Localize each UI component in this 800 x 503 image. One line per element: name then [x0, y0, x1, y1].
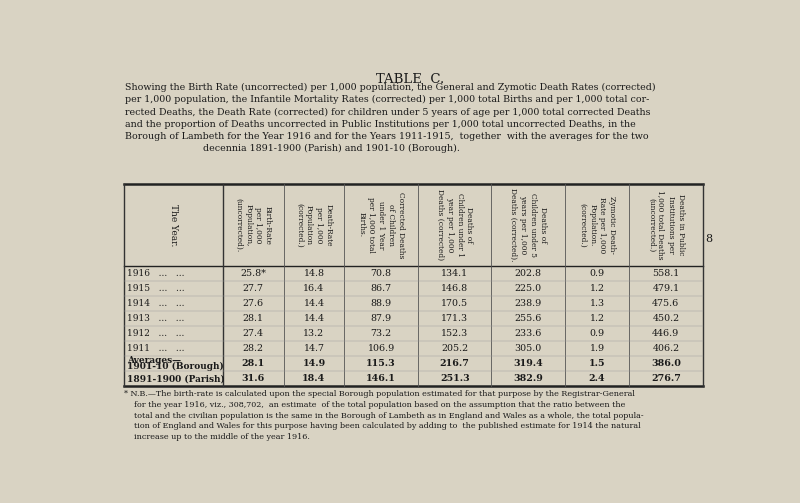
Text: 1912   ...   ...: 1912 ... ... — [127, 329, 185, 338]
Text: 1.3: 1.3 — [590, 299, 605, 308]
Text: 202.8: 202.8 — [514, 269, 542, 278]
Text: 319.4: 319.4 — [514, 359, 543, 368]
Text: 87.9: 87.9 — [370, 314, 392, 323]
Text: 14.7: 14.7 — [303, 344, 325, 353]
Text: 14.8: 14.8 — [303, 269, 325, 278]
Text: 233.6: 233.6 — [514, 329, 542, 338]
Text: 475.6: 475.6 — [652, 299, 679, 308]
Text: Birth-Rate
per 1,000
Population,
(uncorrected).: Birth-Rate per 1,000 Population, (uncorr… — [234, 198, 272, 252]
Text: 146.1: 146.1 — [366, 374, 396, 383]
Text: 238.9: 238.9 — [514, 299, 542, 308]
Text: 276.7: 276.7 — [651, 374, 681, 383]
Text: 255.6: 255.6 — [514, 314, 542, 323]
Text: 8: 8 — [706, 233, 713, 243]
Text: 1915   ...   ...: 1915 ... ... — [127, 284, 185, 293]
Text: Deaths of
Children under 1
year per 1,000
Deaths (corrected): Deaths of Children under 1 year per 1,00… — [436, 190, 474, 261]
Text: 251.3: 251.3 — [440, 374, 470, 383]
Text: 86.7: 86.7 — [370, 284, 392, 293]
Text: 171.3: 171.3 — [441, 314, 468, 323]
Text: Corrected Deaths
of Children
under 1 Year
per 1,000 total
Births.: Corrected Deaths of Children under 1 Yea… — [358, 192, 405, 258]
Text: 558.1: 558.1 — [652, 269, 679, 278]
Text: 28.1: 28.1 — [242, 314, 264, 323]
Text: 1.5: 1.5 — [589, 359, 606, 368]
Text: 16.4: 16.4 — [303, 284, 325, 293]
Text: 1914   ...   ...: 1914 ... ... — [127, 299, 185, 308]
Text: * N.B.—The birth-rate is calculated upon the special Borough population estimate: * N.B.—The birth-rate is calculated upon… — [123, 390, 643, 441]
Text: 1916   ...   ...: 1916 ... ... — [127, 269, 185, 278]
Text: Death-Rate
per 1,000
Population
(corrected.): Death-Rate per 1,000 Population (correct… — [295, 203, 333, 247]
Text: Deaths of
Children under 5
years per 1,000
Deaths (corrected).: Deaths of Children under 5 years per 1,0… — [510, 188, 547, 262]
Text: 146.8: 146.8 — [441, 284, 468, 293]
Text: 1.9: 1.9 — [590, 344, 605, 353]
Text: 14.4: 14.4 — [303, 299, 325, 308]
Text: 14.4: 14.4 — [303, 314, 325, 323]
Text: 14.9: 14.9 — [302, 359, 326, 368]
Text: 28.2: 28.2 — [242, 344, 264, 353]
Text: Showing the Birth Rate (uncorrected) per 1,000 population, the General and Zymot: Showing the Birth Rate (uncorrected) per… — [125, 83, 655, 153]
Text: 446.9: 446.9 — [652, 329, 679, 338]
Text: 13.2: 13.2 — [303, 329, 325, 338]
Text: 134.1: 134.1 — [441, 269, 468, 278]
Text: 1891-1900 (Parish): 1891-1900 (Parish) — [127, 374, 225, 383]
Text: 1901-10 (Borough): 1901-10 (Borough) — [127, 362, 224, 371]
Text: 31.6: 31.6 — [242, 374, 265, 383]
Text: 225.0: 225.0 — [514, 284, 542, 293]
Text: 386.0: 386.0 — [651, 359, 681, 368]
Text: 27.4: 27.4 — [242, 329, 264, 338]
Text: 170.5: 170.5 — [441, 299, 468, 308]
Text: 25.8*: 25.8* — [240, 269, 266, 278]
Text: 382.9: 382.9 — [514, 374, 543, 383]
Text: 115.3: 115.3 — [366, 359, 396, 368]
Text: 18.4: 18.4 — [302, 374, 326, 383]
Text: 27.6: 27.6 — [242, 299, 264, 308]
Text: 1.2: 1.2 — [590, 284, 605, 293]
Text: 1913   ...   ...: 1913 ... ... — [127, 314, 185, 323]
Text: 88.9: 88.9 — [370, 299, 392, 308]
Text: 205.2: 205.2 — [441, 344, 468, 353]
Text: 479.1: 479.1 — [652, 284, 679, 293]
Text: 305.0: 305.0 — [514, 344, 542, 353]
Text: 406.2: 406.2 — [652, 344, 679, 353]
Text: TABLE  C.: TABLE C. — [376, 73, 444, 86]
Text: 0.9: 0.9 — [590, 329, 605, 338]
Text: 27.7: 27.7 — [242, 284, 264, 293]
Text: 1911   ...   ...: 1911 ... ... — [127, 344, 185, 353]
Text: 28.1: 28.1 — [242, 359, 265, 368]
Text: 450.2: 450.2 — [652, 314, 679, 323]
Text: 73.2: 73.2 — [370, 329, 392, 338]
Text: 106.9: 106.9 — [367, 344, 394, 353]
Text: 152.3: 152.3 — [441, 329, 468, 338]
Text: 0.9: 0.9 — [590, 269, 605, 278]
Text: 70.8: 70.8 — [370, 269, 392, 278]
Text: 2.4: 2.4 — [589, 374, 606, 383]
Text: The Year.: The Year. — [169, 204, 178, 246]
Text: 216.7: 216.7 — [440, 359, 470, 368]
Text: Deaths in Public
Institutions per
1,000 total Deaths
(uncorrected.): Deaths in Public Institutions per 1,000 … — [647, 190, 685, 260]
Text: 1.2: 1.2 — [590, 314, 605, 323]
Text: Averages—: Averages— — [127, 357, 182, 366]
Text: Zymotic Death-
Rate per 1,000
Population.
(corrected.): Zymotic Death- Rate per 1,000 Population… — [578, 196, 616, 254]
